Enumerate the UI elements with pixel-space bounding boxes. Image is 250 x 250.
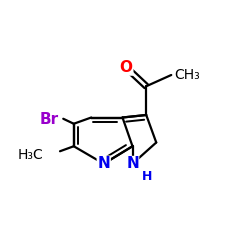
Text: O: O xyxy=(120,60,133,75)
Text: H₃C: H₃C xyxy=(18,148,44,162)
Text: N: N xyxy=(98,156,110,171)
Text: CH₃: CH₃ xyxy=(174,68,200,82)
Text: N: N xyxy=(126,156,139,171)
Text: Br: Br xyxy=(39,112,58,128)
Text: H: H xyxy=(142,170,152,183)
